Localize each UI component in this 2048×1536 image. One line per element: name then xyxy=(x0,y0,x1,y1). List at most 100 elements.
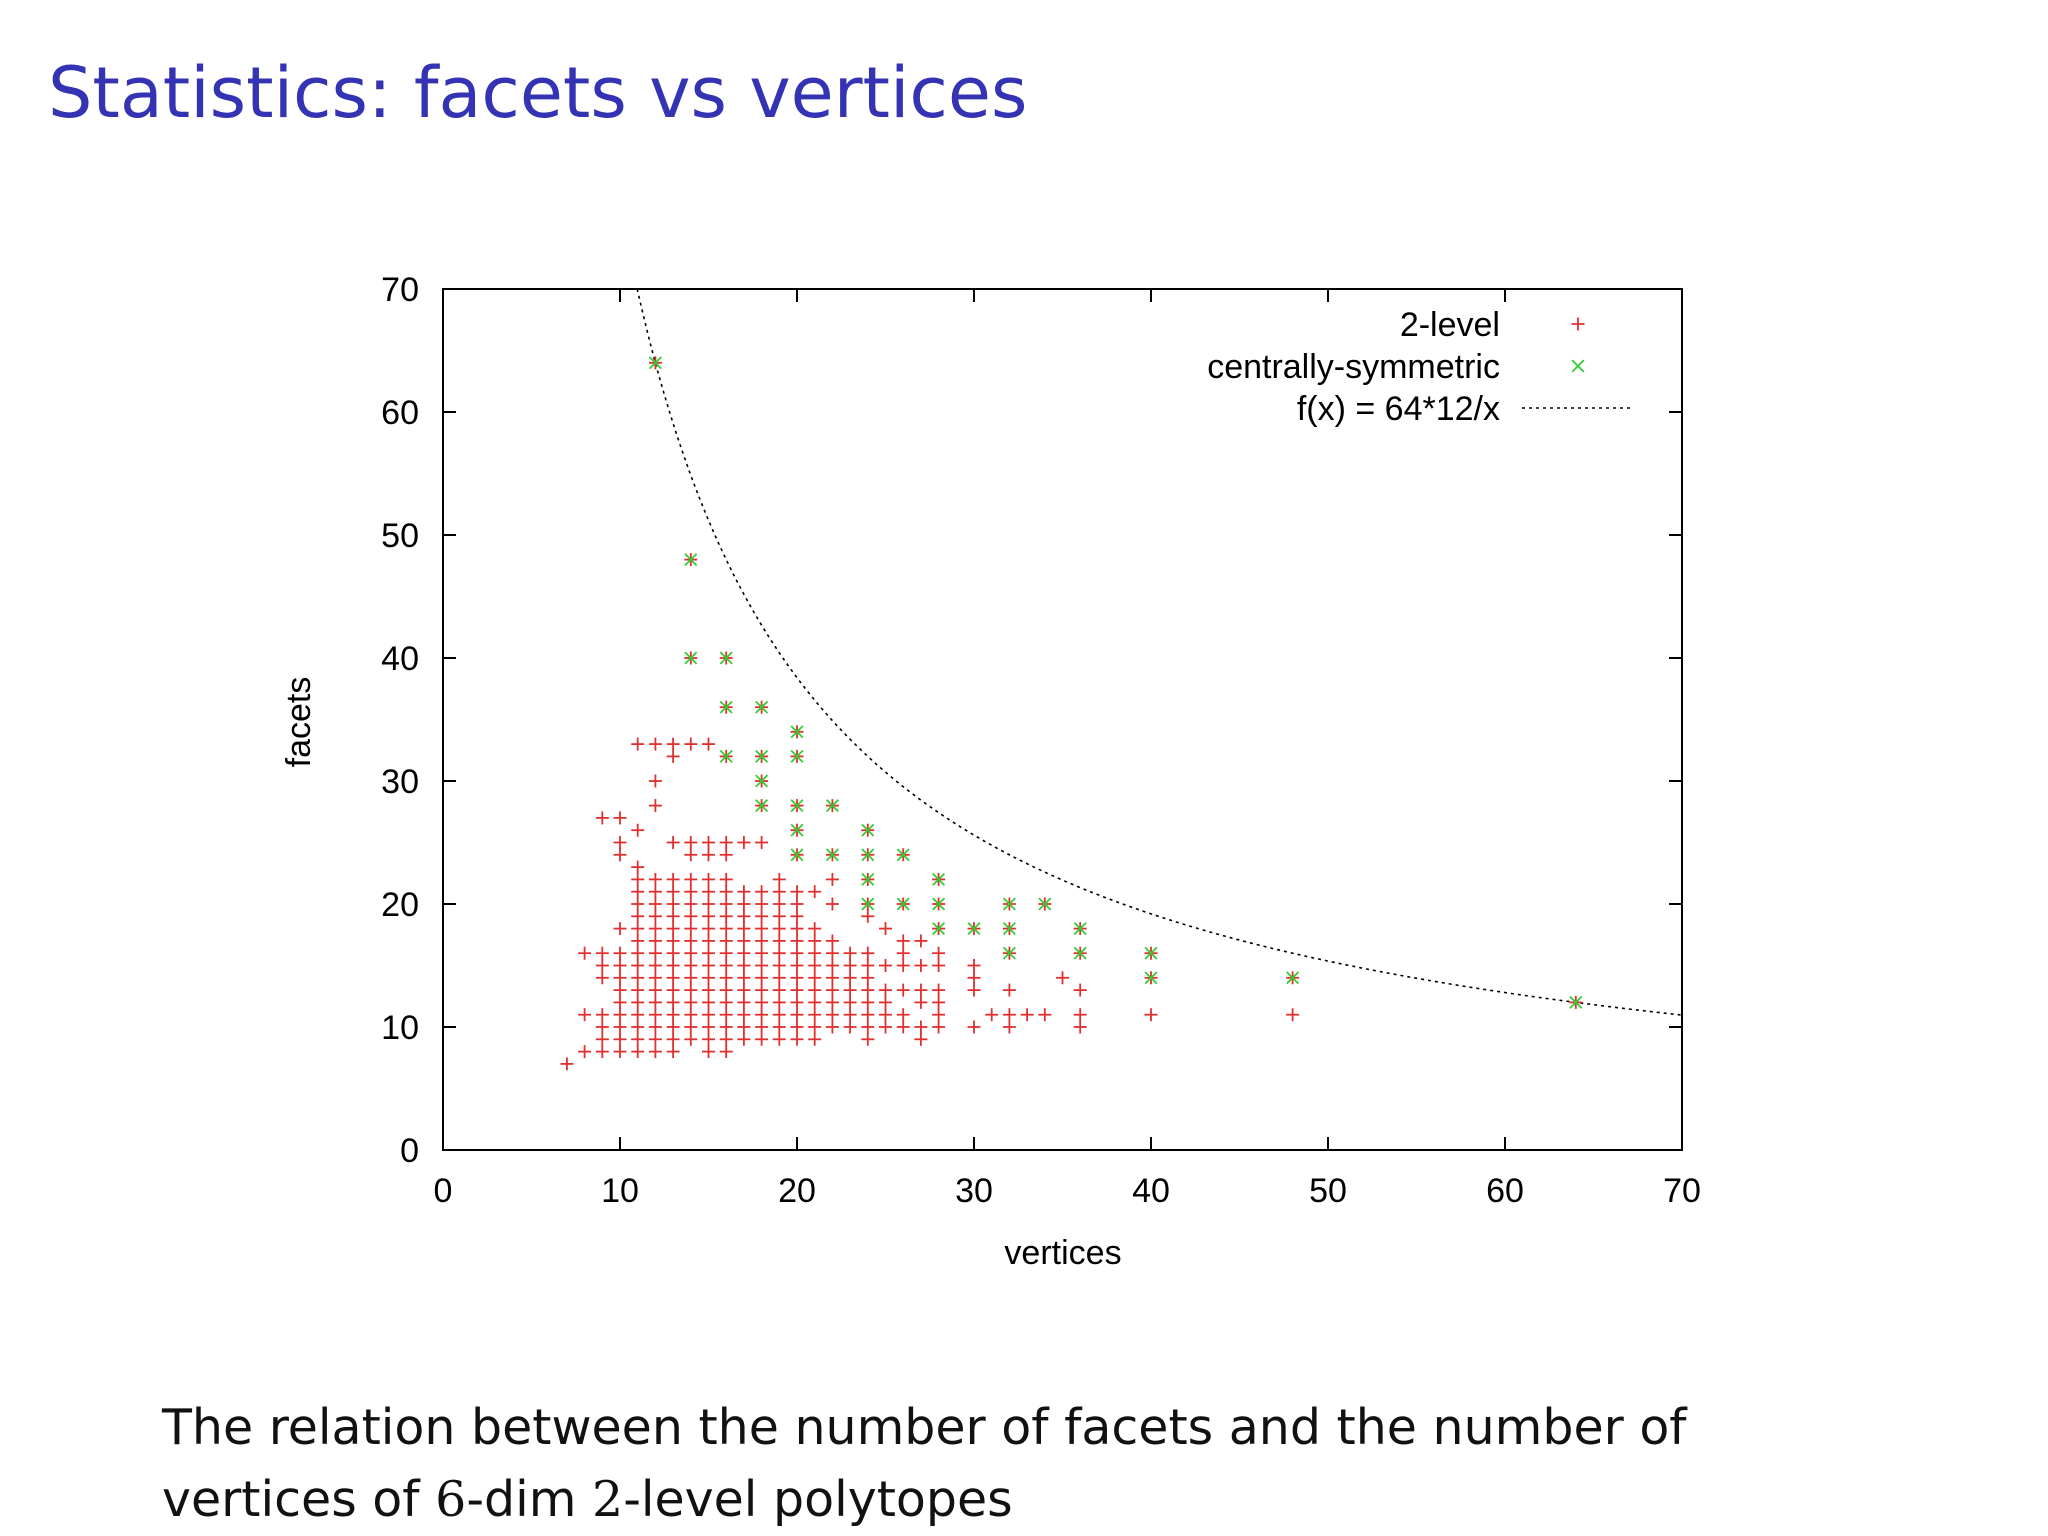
data-point-2-level xyxy=(702,983,715,997)
data-point-2-level xyxy=(967,959,981,972)
data-point-2-level xyxy=(1144,1008,1158,1022)
data-point-2-level xyxy=(719,934,733,948)
x-tick-label: 70 xyxy=(1663,1172,1701,1210)
data-point-2-level xyxy=(684,737,698,751)
data-point-centrally-symmetric xyxy=(684,651,698,665)
data-point-2-level xyxy=(825,934,839,948)
data-point-2-level xyxy=(879,983,892,997)
data-point-centrally-symmetric xyxy=(896,848,910,862)
data-point-2-level xyxy=(631,897,645,911)
marker-stroke xyxy=(1038,897,1052,911)
data-point-2-level xyxy=(631,872,645,886)
data-point-2-level xyxy=(737,946,751,960)
data-point-2-level xyxy=(843,946,857,960)
marker-stroke xyxy=(1002,922,1016,936)
data-point-2-level xyxy=(790,909,804,923)
data-point-2-level xyxy=(631,1045,645,1059)
data-point-centrally-symmetric xyxy=(825,848,839,862)
data-point-2-level xyxy=(702,1032,715,1046)
data-point-2-level xyxy=(932,983,946,997)
data-point-2-level xyxy=(755,934,769,948)
data-point-2-level xyxy=(702,959,715,972)
data-point-2-level xyxy=(790,983,804,997)
data-point-2-level xyxy=(861,971,875,985)
data-point-2-level xyxy=(808,1032,822,1046)
data-point-2-level xyxy=(825,897,839,911)
data-point-2-level xyxy=(595,1008,609,1022)
data-point-2-level xyxy=(790,995,804,1009)
data-point-2-level xyxy=(737,983,751,997)
data-point-2-level xyxy=(737,959,751,972)
data-point-centrally-symmetric xyxy=(790,823,804,837)
data-point-2-level xyxy=(666,836,680,849)
data-point-2-level xyxy=(684,959,698,972)
data-point-2-level xyxy=(932,1020,946,1034)
data-point-2-level xyxy=(825,1020,839,1034)
marker-stroke xyxy=(1144,971,1158,985)
data-point-2-level xyxy=(772,1020,786,1034)
data-point-2-level xyxy=(808,971,822,985)
data-point-2-level xyxy=(631,909,645,923)
caption-text: -level polytopes xyxy=(623,1471,1013,1528)
y-tick-label: 10 xyxy=(381,1009,419,1047)
data-point-2-level xyxy=(808,946,822,960)
data-point-2-level xyxy=(879,1020,892,1034)
data-point-2-level xyxy=(914,983,928,997)
data-point-2-level xyxy=(684,971,698,985)
data-point-2-level xyxy=(755,946,769,960)
data-point-2-level xyxy=(737,836,751,849)
data-point-2-level xyxy=(861,1020,875,1034)
data-point-2-level xyxy=(755,897,769,911)
data-point-2-level xyxy=(896,959,910,972)
data-point-centrally-symmetric xyxy=(1286,971,1300,985)
marker-stroke xyxy=(648,356,662,370)
y-tick-label: 20 xyxy=(381,886,419,924)
data-point-2-level xyxy=(737,1032,751,1046)
data-point-2-level xyxy=(737,885,751,899)
data-point-2-level xyxy=(719,836,733,849)
data-point-centrally-symmetric xyxy=(790,799,804,813)
data-point-2-level xyxy=(666,922,680,936)
plot-frame xyxy=(442,288,1683,1151)
data-point-2-level xyxy=(595,1020,609,1034)
data-point-2-level xyxy=(1286,1008,1300,1022)
data-point-2-level xyxy=(684,872,698,886)
data-point-centrally-symmetric xyxy=(790,848,804,862)
marker-stroke xyxy=(684,553,698,567)
data-point-2-level xyxy=(648,1020,662,1034)
data-point-centrally-symmetric xyxy=(790,725,804,739)
data-point-centrally-symmetric xyxy=(1002,946,1016,960)
data-point-2-level xyxy=(613,811,627,825)
data-point-2-level xyxy=(808,1020,822,1034)
data-point-2-level xyxy=(631,737,645,751)
data-point-2-level xyxy=(914,959,928,972)
data-point-2-level xyxy=(648,946,662,960)
data-point-2-level xyxy=(631,1008,645,1022)
x-tick-label: 20 xyxy=(778,1172,816,1210)
data-point-2-level xyxy=(879,1008,892,1022)
data-point-2-level xyxy=(684,885,698,899)
data-point-2-level xyxy=(755,836,769,849)
data-point-2-level xyxy=(1056,971,1069,985)
x-tick-label: 0 xyxy=(434,1172,453,1210)
data-point-2-level xyxy=(595,1045,609,1059)
data-point-2-level xyxy=(666,983,680,997)
data-point-2-level xyxy=(861,959,875,972)
data-point-2-level xyxy=(613,848,627,862)
marker-stroke xyxy=(967,922,981,936)
data-point-2-level xyxy=(896,934,910,948)
data-point-2-level xyxy=(772,1032,786,1046)
data-point-2-level xyxy=(666,959,680,972)
data-point-centrally-symmetric xyxy=(1073,922,1087,936)
data-point-2-level xyxy=(772,946,786,960)
data-point-2-level xyxy=(613,983,627,997)
marker-stroke xyxy=(719,651,733,665)
data-point-2-level xyxy=(967,983,981,997)
data-point-2-level xyxy=(1073,983,1087,997)
data-point-2-level xyxy=(631,946,645,960)
data-point-centrally-symmetric xyxy=(932,872,946,886)
marker-stroke xyxy=(932,897,946,911)
data-point-2-level xyxy=(843,995,857,1009)
marker-stroke xyxy=(755,799,769,813)
